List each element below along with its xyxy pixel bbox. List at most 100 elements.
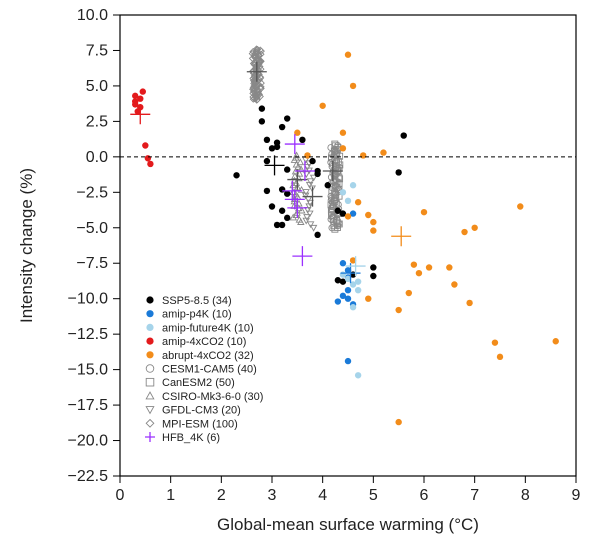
data-point (299, 136, 306, 144)
x-tick-label: 9 (572, 487, 581, 504)
data-point (552, 338, 559, 345)
cluster-marker (256, 46, 264, 54)
y-axis: 10.0 7.5 5.0 2.5 0.0 −2.5 −5.0 −7.5 −10.0 −12.5 −1… (68, 7, 120, 485)
y-tick-label: 10.0 (77, 7, 108, 24)
data-point (400, 132, 407, 139)
data-point (380, 149, 387, 156)
data-point (344, 213, 352, 220)
legend-marker (145, 391, 155, 400)
data-point (415, 269, 423, 277)
mean-cross (284, 134, 305, 155)
cluster-marker (335, 185, 343, 193)
x-tick-label: 5 (369, 487, 378, 504)
cluster-marker (306, 199, 314, 207)
cluster-marker (328, 154, 335, 162)
y-tick-label: 0.0 (86, 149, 108, 166)
data-point (344, 286, 352, 294)
cluster-marker (333, 184, 341, 191)
x-tick-label: 0 (116, 487, 125, 504)
mean-cross (294, 161, 315, 182)
cluster-marker (333, 159, 341, 167)
mean-cross (292, 246, 313, 267)
y-tick-label: 2.5 (86, 113, 108, 130)
legend-entry: amip-4xCO2 (10) (162, 336, 246, 348)
mean-cross (345, 256, 366, 277)
cluster-marker (253, 77, 261, 86)
model-cluster-layer (248, 45, 344, 233)
data-point (354, 286, 362, 294)
data-point (349, 82, 357, 90)
cluster-marker (334, 166, 342, 174)
data-point (395, 169, 402, 176)
mean-cross (287, 197, 308, 218)
legend-marker (146, 351, 154, 359)
mean-cross (391, 226, 412, 247)
cluster-marker (309, 224, 318, 232)
cluster-marker (332, 151, 340, 158)
plot-frame (119, 14, 577, 477)
cluster-marker (331, 177, 339, 185)
data-point (142, 142, 149, 149)
data-point (395, 418, 402, 426)
data-point (263, 157, 271, 165)
data-point (263, 136, 271, 144)
data-point (144, 155, 152, 162)
legend-entry: CanESM2 (50) (162, 377, 235, 389)
data-point (496, 353, 504, 361)
cluster-marker (327, 206, 335, 214)
mean-cross-layer (130, 61, 412, 284)
data-point (349, 210, 357, 217)
y-tick-label: −15.0 (68, 362, 109, 379)
x-tick-label: 2 (217, 487, 226, 504)
cluster-marker (292, 151, 301, 159)
data-point (263, 187, 271, 195)
data-point (370, 264, 377, 271)
y-tick-label: −22.5 (68, 468, 109, 485)
data-point (309, 157, 316, 165)
data-point (258, 118, 266, 125)
data-point (339, 129, 347, 136)
data-point (284, 190, 291, 197)
cluster-marker (328, 187, 336, 195)
y-tick-label: −17.5 (68, 397, 109, 414)
data-point (137, 95, 144, 102)
data-point (294, 129, 301, 136)
data-point (304, 152, 311, 159)
cluster-marker (309, 174, 318, 182)
data-point (365, 295, 372, 302)
cluster-marker (329, 204, 336, 212)
data-point (339, 292, 347, 300)
data-point (339, 278, 347, 285)
cluster-marker (252, 45, 261, 53)
legend-entry: SSP5-8.5 (34) (162, 295, 232, 307)
legend-marker (145, 377, 155, 387)
data-point (268, 203, 276, 210)
data-point (134, 108, 141, 115)
data-point (344, 51, 352, 58)
data-point (334, 277, 342, 284)
data-point (420, 208, 428, 216)
data-point (461, 228, 468, 236)
legend-entry: CSIRO-Mk3-6-0 (30) (162, 391, 263, 403)
data-point (339, 260, 347, 267)
legend-marker (145, 418, 155, 428)
y-tick-label: −5.0 (76, 220, 108, 237)
data-point (339, 189, 347, 196)
cluster-marker (256, 92, 264, 101)
y-tick-label: −20.0 (68, 433, 109, 450)
data-point (344, 267, 352, 274)
legend-marker (146, 310, 154, 318)
data-point (284, 115, 291, 122)
data-point (314, 170, 321, 178)
cluster-marker (302, 189, 310, 196)
cluster-marker (334, 224, 341, 231)
data-point (354, 278, 362, 285)
data-point (339, 210, 347, 217)
data-point (258, 105, 266, 112)
data-point (284, 166, 291, 173)
cluster-marker (331, 197, 339, 205)
data-point (334, 207, 342, 214)
data-point (365, 211, 372, 219)
legend-marker (146, 296, 154, 304)
x-tick-label: 8 (521, 487, 530, 504)
